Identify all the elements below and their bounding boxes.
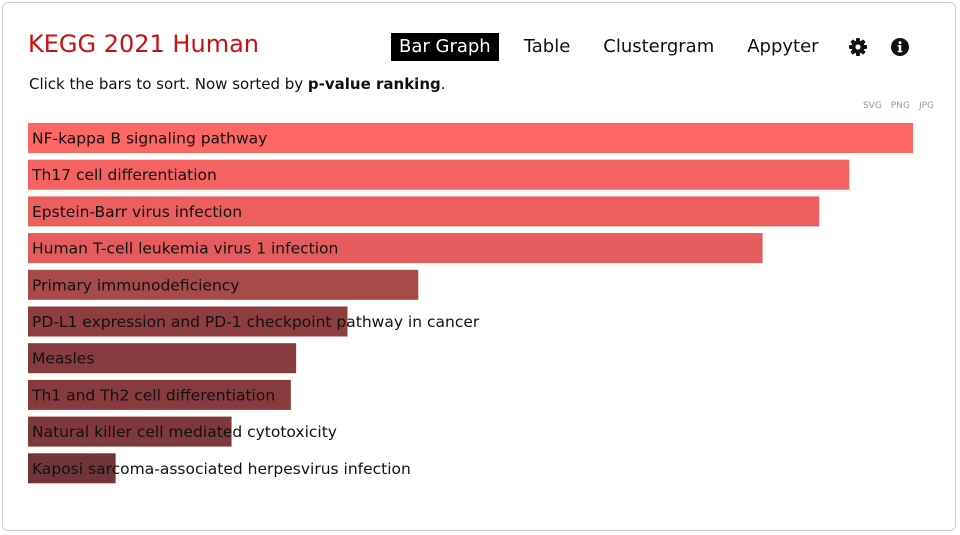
bar-label-3: Epstein-Barr virus infection [32,203,242,221]
bar-10[interactable] [28,453,116,484]
bar-8[interactable] [28,379,291,410]
bar-label-1: NF-kappa B signaling pathway [32,130,267,148]
sort-key: p-value ranking [307,75,441,93]
bar-label-10: Kaposi sarcoma-associated herpesvirus in… [32,460,411,478]
bar-9[interactable] [28,416,232,447]
instructions-suffix: . [440,75,446,93]
info-icon[interactable] [890,37,910,57]
view-tabs: Bar Graph Table Clustergram Appyter [391,33,844,61]
bar-6[interactable] [28,306,348,337]
bar-3[interactable] [28,196,820,227]
info-icon-svg [891,38,909,56]
tab-clustergram[interactable]: Clustergram [603,36,715,57]
export-jpg-link[interactable]: JPG [918,101,934,111]
bar-label-5: Primary immunodeficiency [32,276,239,294]
tab-table[interactable]: Table [523,36,571,57]
bar-label-4: Human T-cell leukemia virus 1 infection [32,240,338,258]
gear-icon-svg [849,38,867,56]
bar-label-7: Measles [32,350,94,368]
bar-label-2: Th17 cell differentiation [31,166,217,184]
sort-instructions: Click the bars to sort. Now sorted by p-… [29,75,446,93]
gear-icon[interactable] [848,37,868,57]
bar-4[interactable] [28,233,763,264]
page-title: KEGG 2021 Human [28,30,259,58]
bar-7[interactable] [28,343,297,374]
export-png-link[interactable]: PNG [890,101,910,111]
bar-label-9: Natural killer cell mediated cytotoxicit… [32,423,337,441]
bar-2[interactable] [28,159,850,190]
bar-label-6: PD-L1 expression and PD-1 checkpoint pat… [32,313,480,331]
export-svg-link[interactable]: SVG [862,101,882,111]
bar-label-8: Th1 and Th2 cell differentiation [31,386,275,404]
bar-1[interactable] [28,123,913,153]
tab-bar-graph[interactable]: Bar Graph [391,33,499,61]
instructions-prefix: Click the bars to sort. Now sorted by [29,75,308,93]
export-links: SVG PNG JPG [863,101,934,111]
bar-5[interactable] [28,269,419,300]
tab-appyter[interactable]: Appyter [747,36,819,57]
